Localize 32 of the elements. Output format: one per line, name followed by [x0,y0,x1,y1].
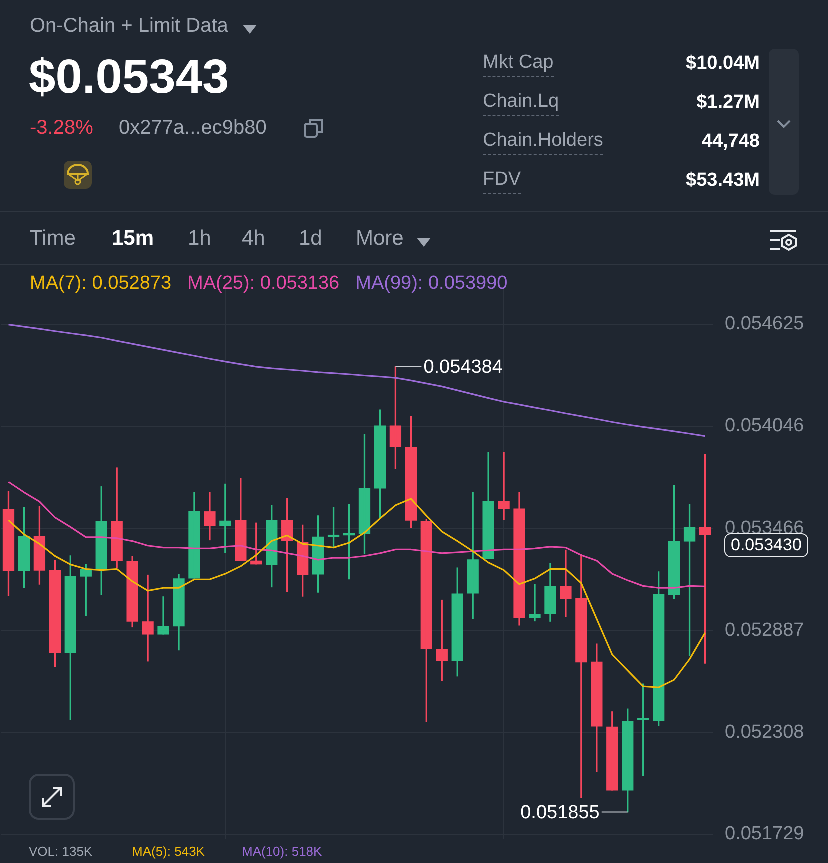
text: MA(7): 0.052873 [30,273,172,294]
text: Chain.Holders [483,130,604,155]
text: MA(25): 0.053136 [188,273,340,294]
chart-subtitle: $0.05343 [29,51,230,104]
y-tick-label: 0.054046 [725,416,804,437]
text: More [356,227,404,250]
text: MA(99): 0.053990 [356,273,508,294]
text: 15m [112,227,154,250]
text: $1.27M [696,92,760,113]
chart-title: On-Chain + Limit Data [30,15,228,37]
text: 44,748 [702,131,760,152]
text: 0x277a...ec9b80 [119,117,267,139]
text: Time [30,227,76,250]
text: 1d [299,227,322,250]
text: -3.28% [30,117,94,139]
candlestick [158,596,170,635]
annotation: 0.054384 [424,357,504,378]
y-tick-label: 0.054625 [725,314,804,335]
annotation: 0.051855 [520,802,600,824]
text: Chain.Lq [483,91,560,116]
text: $10.04M [686,53,760,74]
text: Mkt Cap [483,52,554,77]
text: 1h [188,227,212,250]
y-tick-label: 0.052308 [725,722,804,743]
text: MA(5): 543K [132,844,205,859]
text: $53.43M [686,170,760,191]
y-tick-label: 0.052887 [725,620,804,641]
text: VOL: 135K [29,844,93,859]
text: 4h [242,227,266,250]
text: FDV [483,169,521,194]
y-tick-label: 0.051729 [725,824,804,845]
text: MA(10): 518K [242,844,322,859]
